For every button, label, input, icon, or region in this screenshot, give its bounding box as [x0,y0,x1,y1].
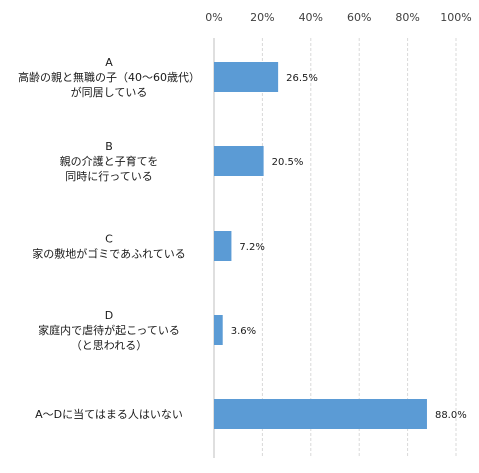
category-label: C [105,233,113,246]
tick-label: 60% [347,11,371,24]
tick-label: 100% [440,11,471,24]
bar [214,399,427,429]
category-label: （と思われる） [71,339,147,352]
tick-label: 40% [299,11,323,24]
category-label: 同時に行っている [65,170,152,183]
bar [214,315,223,345]
category-label: A [105,56,113,69]
data-label: 88.0% [435,410,467,421]
category-label: が同居している [71,85,148,99]
data-label: 3.6% [231,326,256,337]
category-label: 親の介護と子育てを [60,154,159,168]
category-label: 家の敷地がゴミであふれている [32,247,186,261]
category-label: 家庭内で虐待が起こっている [38,323,180,337]
data-label: 7.2% [239,242,264,253]
tick-label: 0% [205,11,222,24]
tick-label: 20% [250,11,274,24]
bar [214,231,232,261]
category-label: 高齢の親と無職の子（40～60歳代） [18,70,200,84]
category-label: B [105,140,113,153]
bar [214,62,279,92]
bar [214,146,264,176]
data-label: 26.5% [286,73,318,84]
tick-label: 80% [395,11,419,24]
category-label: D [105,309,113,322]
category-label: A～Dに当てはまる人はいない [35,407,183,421]
data-label: 20.5% [272,157,304,168]
